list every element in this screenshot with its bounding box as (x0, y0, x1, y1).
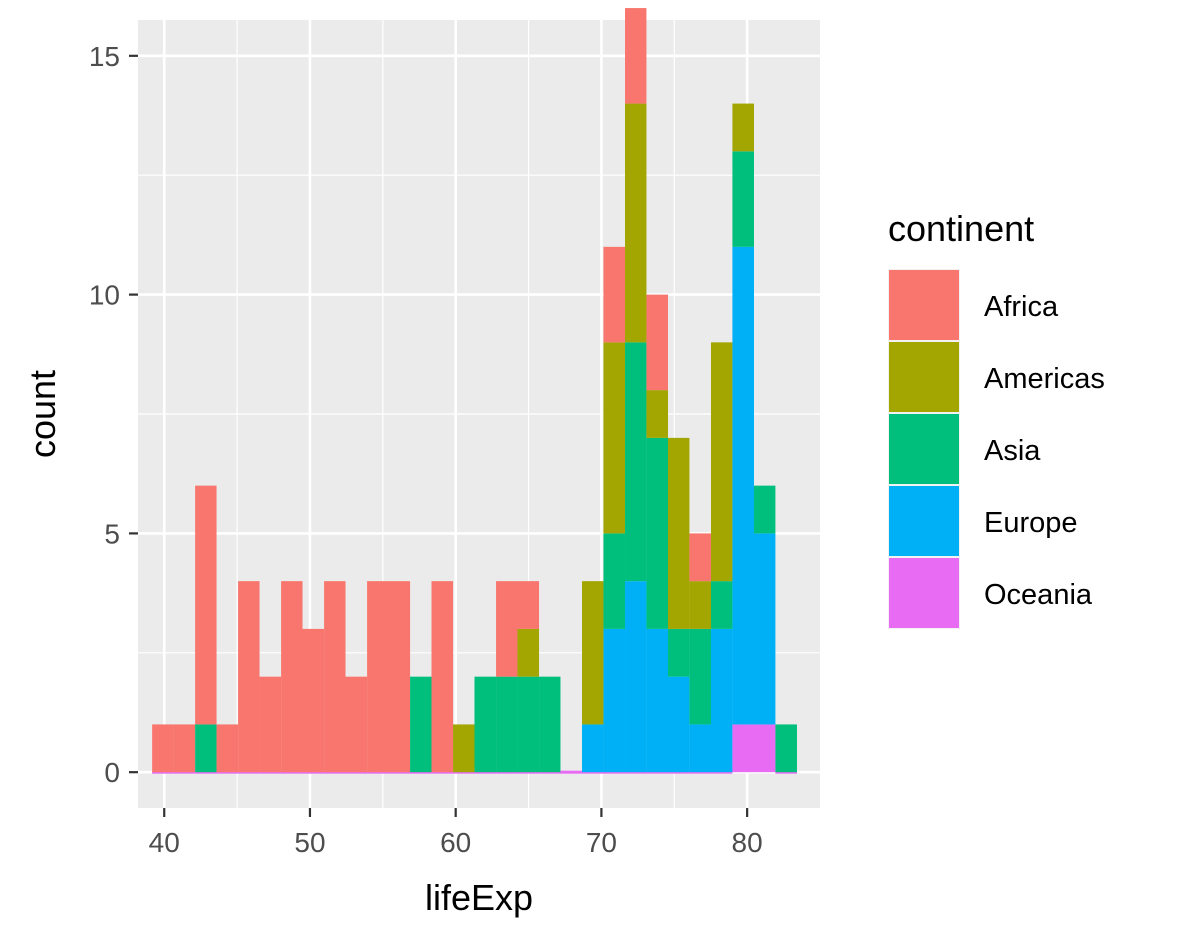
bar-segment-asia (410, 676, 432, 773)
bar-segment-asia (732, 151, 754, 247)
histogram-bars (152, 8, 797, 774)
bar-segment-asia (646, 437, 669, 629)
bar-segment-africa (345, 676, 368, 773)
bar-segment-africa (195, 485, 217, 725)
x-tick-label: 80 (732, 827, 763, 858)
axis-ticks (129, 54, 749, 817)
x-axis-title: lifeExp (425, 877, 533, 918)
bar-baseline-oceania (431, 770, 454, 774)
bar-baseline-oceania (560, 770, 583, 774)
bar-segment-asia (753, 485, 776, 534)
bar-segment-europe (668, 676, 690, 773)
bar-segment-africa (603, 246, 626, 343)
bar-segment-europe (582, 724, 604, 773)
legend-label-asia: Asia (984, 435, 1041, 467)
bar-baseline-oceania (238, 770, 260, 774)
bar-segment-europe (603, 628, 626, 773)
bar-segment-africa (689, 533, 711, 582)
x-tick-label: 50 (294, 827, 325, 858)
minor-gridlines (138, 20, 820, 808)
bar-baseline-oceania (324, 770, 346, 774)
x-tick-labels: 40 50 60 70 80 (149, 827, 763, 858)
bar-segment-asia (710, 581, 733, 629)
bar-segment-americas (668, 437, 690, 629)
bar-segment-oceania (732, 724, 754, 773)
bar-segment-africa (367, 581, 389, 773)
y-tick-label: 0 (104, 757, 120, 788)
bar-segment-africa (431, 581, 454, 773)
bar-segment-africa (625, 8, 647, 104)
bar-segment-asia (496, 676, 518, 773)
bar-segment-americas (517, 628, 540, 677)
legend-swatch-asia (889, 414, 959, 484)
legend-label-europe: Europe (984, 507, 1078, 539)
bar-segment-africa (388, 581, 411, 773)
legend-label-oceania: Oceania (984, 579, 1093, 611)
x-tick-label: 60 (440, 827, 471, 858)
bar-segment-europe (710, 628, 733, 773)
legend-label-americas: Americas (984, 363, 1105, 395)
y-axis-title: count (22, 370, 63, 458)
bar-segment-asia (689, 628, 711, 725)
bar-segment-americas (603, 342, 626, 534)
legend-items: Africa Americas Asia Europe Oceania (888, 269, 1105, 629)
legend-swatch-oceania (889, 558, 959, 628)
bar-segment-africa (173, 724, 196, 773)
legend: continent Africa Americas Asia Europe Oceani… (888, 208, 1105, 629)
bar-segment-asia (195, 724, 217, 773)
bar-segment-asia (539, 676, 561, 773)
x-tick-label: 70 (586, 827, 617, 858)
bar-segment-americas (646, 390, 669, 438)
bar-segment-americas (453, 724, 475, 773)
bar-segment-africa (281, 581, 303, 773)
bar-segment-africa (496, 581, 518, 677)
bar-segment-americas (732, 103, 754, 152)
legend-swatch-africa (889, 270, 959, 340)
bar-segment-europe (732, 246, 754, 725)
bar-baseline-oceania (388, 770, 411, 774)
bar-segment-europe (689, 724, 711, 773)
bar-segment-africa (152, 724, 174, 773)
bar-segment-asia (517, 676, 540, 773)
y-tick-label: 5 (104, 518, 120, 549)
bar-baseline-oceania (367, 770, 389, 774)
bar-segment-asia (625, 342, 647, 582)
legend-title: continent (888, 208, 1034, 249)
bar-baseline-oceania (281, 770, 303, 774)
y-tick-labels: 0 5 10 15 (89, 41, 120, 788)
bar-segment-africa (259, 676, 282, 773)
bar-segment-europe (646, 628, 669, 773)
bar-segment-europe (753, 533, 776, 725)
bar-segment-africa (238, 581, 260, 773)
bar-segment-americas (582, 581, 604, 725)
bar-segment-oceania (753, 724, 776, 773)
y-tick-label: 10 (89, 280, 120, 311)
bar-segment-europe (625, 581, 647, 773)
bar-segment-asia (668, 628, 690, 677)
bar-segment-asia (603, 533, 626, 629)
bar-segment-asia (775, 724, 797, 773)
legend-label-africa: Africa (984, 291, 1059, 323)
y-tick-label: 15 (89, 41, 120, 72)
bar-segment-africa (517, 581, 540, 629)
legend-swatch-europe (889, 486, 959, 556)
bar-segment-americas (625, 103, 647, 343)
bar-segment-asia (474, 676, 497, 773)
x-tick-label: 40 (149, 827, 180, 858)
bar-segment-africa (324, 581, 346, 773)
bar-segment-americas (689, 581, 711, 629)
bar-segment-americas (710, 342, 733, 582)
bar-segment-africa (216, 724, 239, 773)
legend-swatch-americas (889, 342, 959, 412)
bar-segment-africa (302, 628, 325, 773)
bar-segment-africa (646, 294, 669, 391)
bar-baseline-oceania (625, 770, 647, 774)
